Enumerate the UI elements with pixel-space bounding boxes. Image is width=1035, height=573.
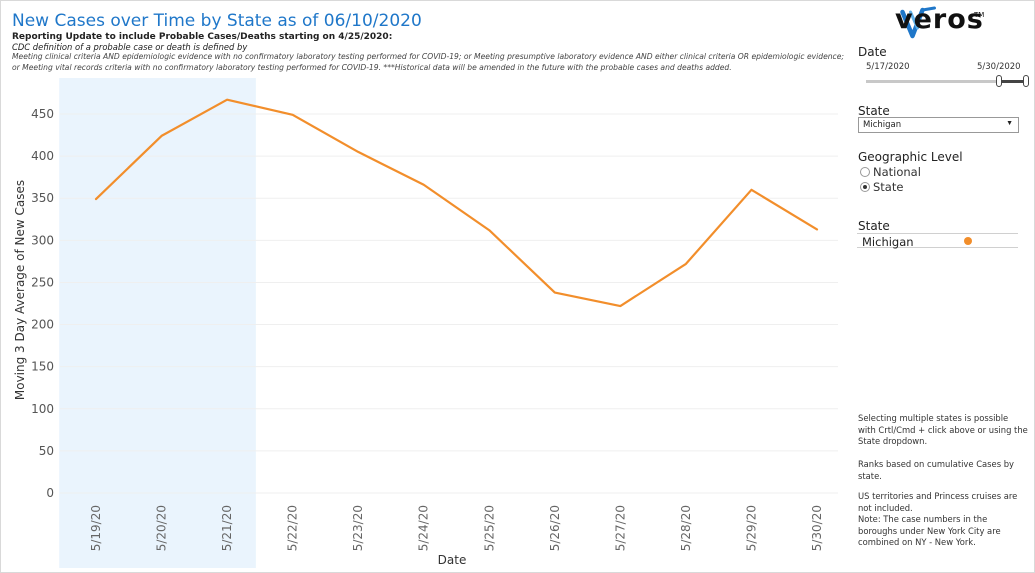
state-filter-label: State [858,104,890,118]
data-point [618,304,623,309]
x-tick-label: 5/24/20 [417,505,431,551]
y-tick-label: 50 [39,444,54,458]
x-tick-label: 5/25/20 [482,505,496,551]
page-title: New Cases over Time by State as of 06/10… [12,11,422,31]
data-point [356,149,361,154]
date-slider-end-handle[interactable] [1023,75,1029,87]
date-filter-label: Date [858,45,887,59]
data-point [421,182,426,187]
y-tick-label: 350 [31,191,54,205]
x-tick-label: 5/28/20 [679,505,693,551]
definition-note: Meeting clinical criteria AND epidemiolo… [12,52,844,72]
date-slider-track[interactable] [866,80,1026,83]
info-ranks: Ranks based on cumulative Cases by state… [858,459,1015,481]
page-subtitle: Reporting Update to include Probable Cas… [12,32,393,42]
y-tick-label: 450 [31,107,54,121]
state-dropdown[interactable]: Michigan ▼ [858,117,1019,133]
info-multiselect: Selecting multiple states is possible wi… [858,413,1028,446]
x-tick-label: 5/26/20 [548,505,562,551]
y-tick-label: 100 [31,402,54,416]
legend-color-dot [964,237,972,245]
data-point [487,228,492,233]
y-tick-label: 0 [46,486,54,500]
y-tick-label: 150 [31,360,54,374]
data-point [683,261,688,266]
radio-state[interactable]: State [860,180,903,194]
highlight-band [59,78,256,568]
radio-state-circle[interactable] [860,182,870,192]
legend-title: State [858,219,890,233]
brand-name: veros [895,4,984,35]
data-point [225,97,230,102]
x-axis-title: Date [438,553,467,567]
y-tick-label: 200 [31,318,54,332]
data-point [290,112,295,117]
x-tick-label: 5/21/20 [220,505,234,551]
radio-national-label: National [873,165,921,179]
y-tick-label: 400 [31,149,54,163]
x-tick-label: 5/27/20 [613,505,627,551]
line-chart[interactable]: 0 50 100 150 200 250 300 350 400 450 5/19/20 5/20/2… [0,0,850,573]
series-line-michigan [94,98,819,308]
x-tick-label: 5/30/20 [810,505,824,551]
date-slider-start-handle[interactable] [996,75,1002,87]
legend-item-label: Michigan [862,235,914,249]
data-point [552,290,557,295]
radio-state-label: State [873,180,904,194]
data-point [749,187,754,192]
info-nyc-note: Note: The case numbers in the boroughs u… [858,514,1001,547]
date-end-value: 5/30/2020 [977,62,1021,72]
date-start-value: 5/17/2020 [866,62,910,72]
brand-tm: TM [974,11,985,19]
state-dropdown-value: Michigan [863,120,902,130]
data-point [159,133,164,138]
date-slider-range [997,80,1026,83]
legend-item-michigan[interactable]: Michigan [857,233,1018,249]
definition-heading: CDC definition of a probable case or dea… [12,42,248,52]
y-tick-label: 300 [31,233,54,247]
data-point [94,197,99,202]
x-tick-label: 5/19/20 [89,505,103,551]
veros-logo-icon [900,6,936,39]
x-tick-label: 5/22/20 [286,505,300,551]
radio-national[interactable]: National [860,165,921,179]
info-territories: US territories and Princess cruises are … [858,491,1018,513]
radio-national-circle[interactable] [860,167,870,177]
y-tick-label: 250 [31,275,54,289]
x-tick-label: 5/20/20 [155,505,169,551]
x-tick-label: 5/23/20 [351,505,365,551]
geo-level-label: Geographic Level [858,150,963,164]
y-axis-title: Moving 3 Day Average of New Cases [13,180,27,400]
x-tick-label: 5/29/20 [744,505,758,551]
data-point [815,227,820,232]
chevron-down-icon: ▼ [1006,120,1013,127]
